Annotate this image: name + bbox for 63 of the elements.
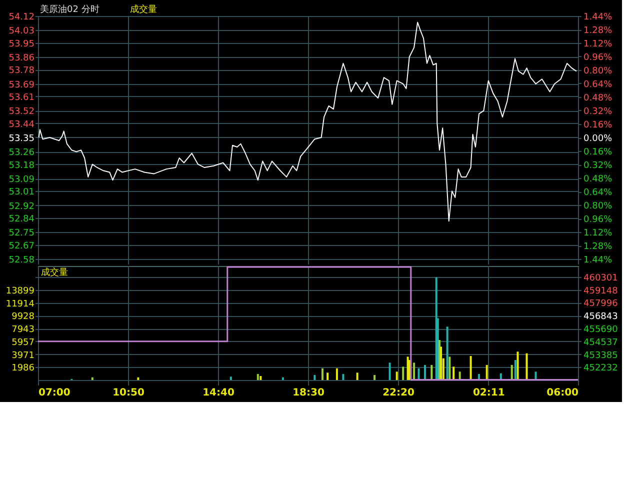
- y-tick-label: 53.69: [8, 80, 35, 90]
- y2-tick-label: 0.00%: [584, 134, 613, 144]
- y2-tick-label: 1.12%: [584, 40, 613, 50]
- y-tick-label: 53.86: [8, 54, 35, 64]
- x-tick-label: 14:40: [202, 388, 234, 398]
- y-tick-label: 52.92: [8, 202, 34, 212]
- y-tick-label: 53.01: [8, 188, 34, 198]
- y2-tick-label: 1.44%: [584, 256, 613, 266]
- text: 成交量: [130, 4, 157, 15]
- y2-tick-label: 0.96%: [584, 53, 613, 63]
- x-tick-label: 07:00: [38, 388, 70, 398]
- y2-tick-label: 0.16%: [584, 148, 613, 158]
- y-tick-label: 53.52: [8, 107, 34, 118]
- y2-tick-label: 1.44%: [584, 12, 613, 22]
- y2-tick-label: 0.80%: [584, 202, 613, 212]
- y-tick-label: 52.75: [8, 228, 34, 239]
- y-tick-label: 53.09: [8, 175, 35, 186]
- y-tick-label: 5957: [12, 338, 34, 348]
- y2-tick-label: 456843: [584, 312, 618, 322]
- y2-tick-label: 0.16%: [584, 120, 613, 130]
- y-tick-label: 52.58: [8, 256, 35, 266]
- y2-tick-label: 453385: [584, 350, 618, 361]
- y-tick-label: 13899: [6, 286, 35, 296]
- y2-tick-label: 460301: [584, 273, 618, 284]
- x-tick-label: 18:30: [292, 388, 324, 398]
- y2-tick-label: 0.48%: [584, 174, 613, 184]
- x-tick-label: 06:00: [546, 388, 579, 398]
- annotation: 成交量: [41, 267, 68, 278]
- y-tick-label: 53.18: [8, 160, 35, 171]
- y-tick-label: 11914: [6, 299, 35, 310]
- y2-tick-label: 1.28%: [584, 242, 613, 252]
- y2-tick-label: 457996: [584, 299, 618, 310]
- y-tick-label: 53.78: [8, 66, 35, 76]
- y-tick-label: 52.84: [8, 214, 35, 224]
- y-tick-label: 53.44: [8, 120, 35, 130]
- chart-title: 美原油02 分时: [40, 4, 100, 15]
- x-tick-label: 10:50: [112, 388, 144, 398]
- y-tick-label: 53.95: [8, 39, 34, 50]
- x-tick-label: 22:20: [382, 388, 414, 398]
- y2-tick-label: 1.12%: [584, 228, 613, 238]
- y-tick-label: 53.26: [8, 148, 35, 158]
- y-tick-label: 54.12: [8, 12, 34, 22]
- y-tick-label: 53.35: [8, 134, 34, 144]
- y2-tick-label: 0.96%: [584, 215, 613, 225]
- y2-tick-label: 455690: [584, 325, 618, 335]
- y2-tick-label: 0.32%: [584, 107, 613, 117]
- y2-tick-label: 1.28%: [584, 26, 613, 36]
- y2-tick-label: 0.64%: [584, 80, 613, 90]
- x-tick-label: 02:11: [472, 388, 505, 398]
- y2-tick-label: 0.32%: [584, 161, 613, 171]
- y2-tick-label: 0.80%: [584, 66, 613, 76]
- y2-tick-label: 459148: [584, 286, 618, 296]
- y-tick-label: 53.61: [8, 92, 34, 103]
- y2-tick-label: 0.48%: [584, 94, 613, 104]
- y2-tick-label: 452232: [584, 364, 618, 374]
- y2-tick-label: 454537: [584, 338, 618, 348]
- y-tick-label: 9928: [12, 312, 35, 322]
- y-tick-label: 52.67: [8, 241, 34, 252]
- y-tick-label: 7943: [12, 325, 34, 336]
- y2-tick-label: 0.64%: [584, 188, 613, 198]
- y-tick-label: 3971: [12, 350, 34, 361]
- y-tick-label: 1986: [12, 364, 35, 374]
- y-tick-label: 54.03: [8, 26, 34, 37]
